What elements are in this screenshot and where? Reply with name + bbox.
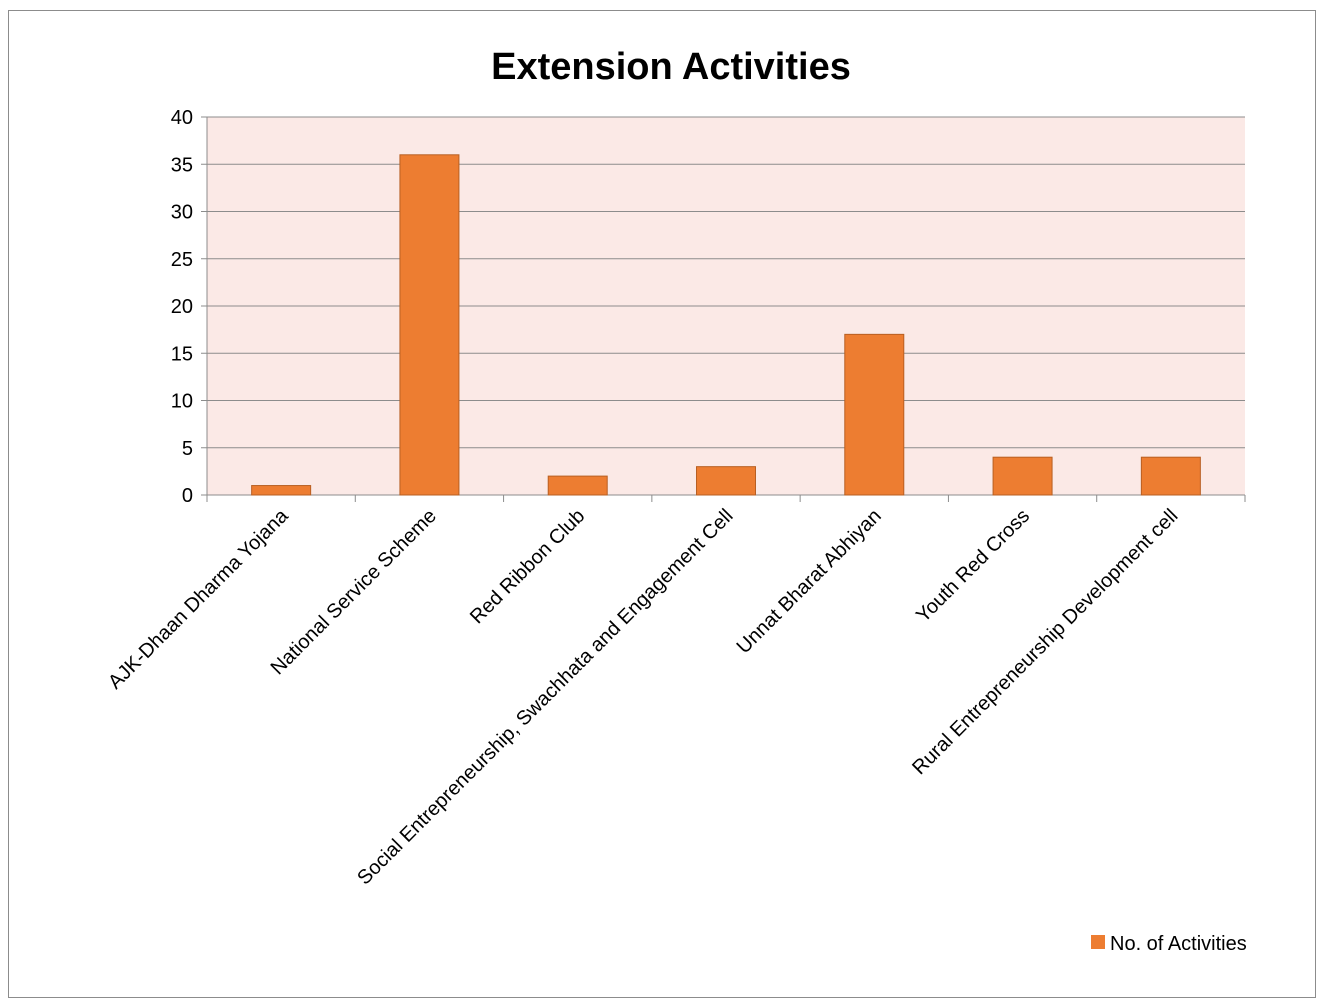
y-tick-label: 25	[171, 249, 193, 271]
y-tick-label: 5	[182, 438, 193, 460]
bar	[1140, 456, 1201, 496]
chart-container: Extension Activities 0 5 10 15 20 25 30 35 40 AJ…	[8, 10, 1316, 998]
bar	[696, 466, 756, 496]
y-tick-label: 40	[171, 107, 193, 129]
x-category-label: AJK-Dhaan Dharma Yojana	[104, 504, 293, 693]
bar-chart: Extension Activities 0 5 10 15 20 25 30 35 40 AJ…	[104, 46, 1247, 955]
y-tick-label: 30	[171, 202, 193, 224]
y-tick-label: 0	[182, 485, 193, 507]
y-tick-label: 15	[171, 343, 193, 365]
bars	[251, 154, 1201, 496]
y-tick-label: 10	[171, 391, 193, 413]
legend: No. of Activities	[1091, 933, 1247, 955]
legend-label: No. of Activities	[1110, 933, 1247, 955]
y-tick-label: 20	[171, 296, 193, 318]
y-tick-label: 35	[171, 154, 193, 176]
x-category-label: Youth Red Cross	[912, 505, 1034, 627]
bar	[251, 485, 312, 496]
x-category-label: Unnat Bharat Abhiyan	[733, 505, 886, 658]
bar	[844, 333, 905, 496]
bar	[992, 456, 1053, 496]
x-category-label: Red Ribbon Club	[466, 505, 589, 628]
x-category-label: Rural Entrepreneurship Development cell	[908, 505, 1182, 779]
bar	[399, 154, 460, 496]
y-axis-tick-labels: 0 5 10 15 20 25 30 35 40	[171, 107, 193, 507]
bar	[547, 475, 608, 496]
x-category-label: National Service Scheme	[267, 505, 441, 679]
legend-swatch	[1091, 935, 1105, 949]
chart-title: Extension Activities	[491, 46, 851, 88]
